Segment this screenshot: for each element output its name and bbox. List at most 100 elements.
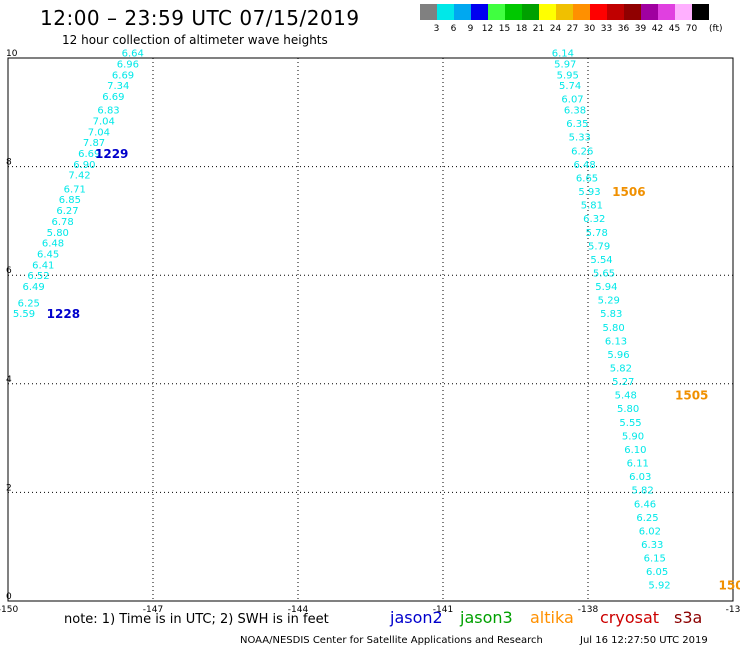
color-swatch-label: 18 [515,24,528,34]
color-swatch [556,4,573,20]
data-point-label: 6.69 [102,92,124,103]
data-point-label: 6.48 [42,239,64,250]
sat-label-s3a: s3a [674,608,703,627]
data-point-label: 7.42 [68,171,90,182]
x-tick-label: -141 [433,605,453,615]
color-swatch [607,4,624,20]
color-swatch-label: 3 [433,24,440,34]
data-point-label: 6.14 [552,49,574,60]
data-point-label: 7.87 [83,138,105,149]
y-tick-label: 6 [6,266,12,276]
y-tick-label: 2 [6,483,12,493]
data-point-label: 5.74 [559,81,581,92]
sat-label-jason3: jason3 [460,608,513,627]
color-swatch [675,4,692,20]
data-point-label: 5.29 [598,296,620,307]
x-tick-label: -147 [143,605,163,615]
plot-frame [7,57,734,602]
data-point-label: 6.25 [18,298,40,309]
color-scale-unit: (ft) [709,24,723,34]
data-point-label: 7.04 [93,116,115,127]
chart-title: 12:00 – 23:59 UTC 07/15/2019 [40,6,360,30]
data-point-label: 6.78 [52,217,74,228]
data-point-label: 6.15 [644,554,666,565]
data-point-label: 5.96 [607,350,629,361]
color-swatch-label: 21 [532,24,545,34]
data-point-label: 6.26 [571,146,593,157]
data-point-label: 6.46 [634,499,656,510]
x-tick-label: -150 [0,605,18,615]
color-swatch [471,4,488,20]
data-point-label: 6.83 [97,106,119,117]
data-point-label: 5.83 [600,309,622,320]
color-swatch [505,4,522,20]
data-point-label: 5.82 [632,486,654,497]
data-point-label: 6.69 [78,149,100,160]
pass-time-label: 1229 [95,147,128,161]
data-point-label: 5.95 [557,70,579,81]
color-swatch [641,4,658,20]
x-tick-label: -144 [288,605,309,615]
y-tick-label: 0 [6,592,12,602]
y-tick-label: 4 [6,375,12,385]
footer-credit: NOAA/NESDIS Center for Satellite Applica… [240,635,543,646]
data-point-label: 6.11 [627,459,649,470]
color-swatch [488,4,505,20]
data-point-label: 6.71 [64,184,86,195]
data-point-label: 5.54 [590,255,612,266]
data-point-label: 6.96 [117,59,139,70]
data-point-label: 6.69 [112,70,134,81]
color-swatch-label: 9 [467,24,474,34]
data-point-label: 5.59 [13,309,35,320]
data-point-label: 5.90 [622,431,644,442]
color-swatch-label: 6 [450,24,457,34]
pass-time-label: 1504 [719,579,740,593]
data-point-label: 5.48 [615,391,637,402]
data-point-label: 6.35 [566,119,588,130]
color-swatch-label: 33 [600,24,613,34]
x-tick-label: -138 [578,605,599,615]
data-point-label: 6.13 [605,336,627,347]
chart-subtitle: 12 hour collection of altimeter wave hei… [62,33,328,47]
color-swatch [624,4,641,20]
data-point-label: 6.07 [561,95,583,106]
data-point-label: 6.32 [583,214,605,225]
data-point-label: 5.55 [619,418,641,429]
data-point-label: 5.82 [610,364,632,375]
data-point-label: 6.05 [646,567,668,578]
data-point-label: 6.27 [56,206,78,217]
data-point-label: 5.81 [581,201,603,212]
color-swatch-label: 45 [668,24,681,34]
data-point-label: 7.04 [88,127,110,138]
color-swatch [522,4,539,20]
data-point-label: 5.27 [612,377,634,388]
color-swatch-label: 36 [617,24,630,34]
color-swatch [539,4,556,20]
data-point-label: 6.41 [32,260,54,271]
data-point-label: 5.65 [593,268,615,279]
data-point-label: 6.85 [59,195,81,206]
data-point-label: 5.80 [617,404,639,415]
pass-time-label: 1506 [612,185,645,199]
color-swatch-label: 12 [481,24,494,34]
x-tick-label: -13 [726,605,740,615]
color-swatch-label: 24 [549,24,562,34]
color-swatch-label: 15 [498,24,511,34]
sat-label-altika: altika [530,608,574,627]
data-point-label: 6.49 [23,282,45,293]
color-swatch [437,4,454,20]
color-swatch-label: 39 [634,24,647,34]
data-point-label: 6.52 [27,271,49,282]
data-point-label: 6.90 [73,160,95,171]
color-swatch [454,4,471,20]
data-point-label: 6.64 [122,49,144,60]
y-tick-label: 8 [6,158,12,168]
data-point-label: 5.79 [588,241,610,252]
data-point-label: 6.10 [624,445,646,456]
data-point-label: 6.33 [641,540,663,551]
color-swatch [692,4,709,20]
data-point-label: 6.48 [574,160,596,171]
color-swatch-label: 27 [566,24,579,34]
color-swatch-label: 30 [583,24,596,34]
